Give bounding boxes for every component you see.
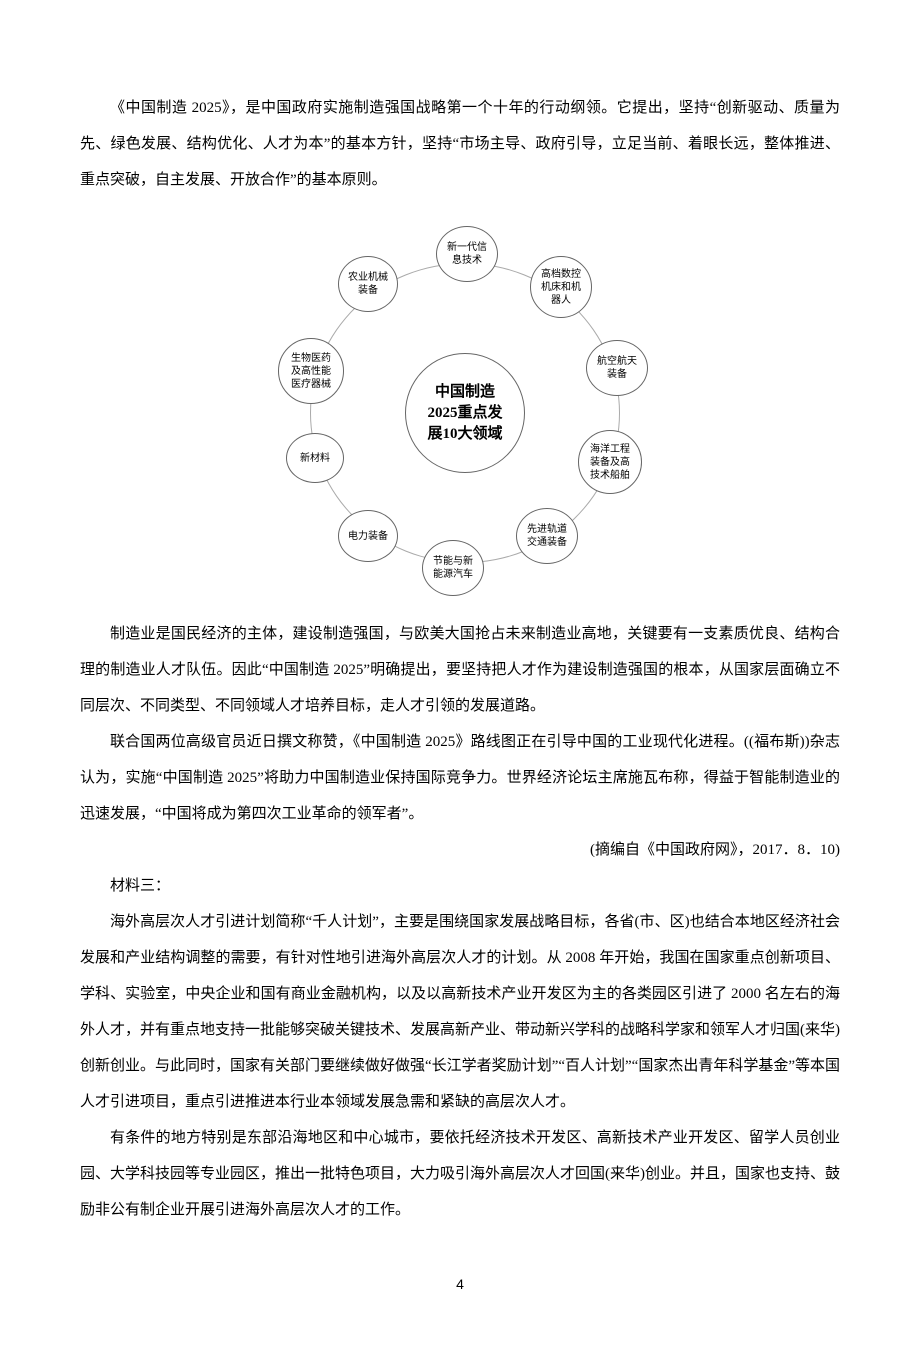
diagram-node-0: 新一代信 息技术 [436,226,498,282]
diagram-node-7: 新材料 [286,433,344,483]
diagram-node-4: 先进轨道 交通装备 [516,508,578,564]
china-2025-diagram: 中国制造 2025重点发 展10大领域 新一代信 息技术高档数控 机床和机 器人航… [220,208,700,598]
material-3-label: 材料三： [80,868,840,904]
diagram-node-6: 电力装备 [338,510,398,562]
diagram-node-2: 航空航天 装备 [586,340,648,396]
diagram-center-node: 中国制造 2025重点发 展10大领域 [405,353,525,473]
paragraph-material3-2: 有条件的地方特别是东部沿海地区和中心城市，要依托经济技术开发区、高新技术产业开发… [80,1120,840,1228]
source-citation-1: (摘编自《中国政府网》，2017．8．10) [80,832,840,868]
diagram-node-8: 生物医药 及高性能 医疗器械 [278,338,344,404]
diagram-node-9: 农业机械 装备 [338,256,398,312]
paragraph-material3-1: 海外高层次人才引进计划简称“千人计划”，主要是围绕国家发展战略目标，各省(市、区… [80,904,840,1120]
diagram-node-5: 节能与新 能源汽车 [422,540,484,596]
paragraph-body-1: 制造业是国民经济的主体，建设制造强国，与欧美大国抢占未来制造业高地，关键要有一支… [80,616,840,724]
diagram-container: 中国制造 2025重点发 展10大领域 新一代信 息技术高档数控 机床和机 器人航… [80,208,840,598]
paragraph-intro: 《中国制造 2025》，是中国政府实施制造强国战略第一个十年的行动纲领。它提出，… [80,90,840,198]
page-number: 4 [80,1268,840,1302]
diagram-node-1: 高档数控 机床和机 器人 [530,256,592,318]
paragraph-body-2: 联合国两位高级官员近日撰文称赞，《中国制造 2025》路线图正在引导中国的工业现… [80,724,840,832]
diagram-node-3: 海洋工程 装备及高 技术船舶 [578,430,642,494]
